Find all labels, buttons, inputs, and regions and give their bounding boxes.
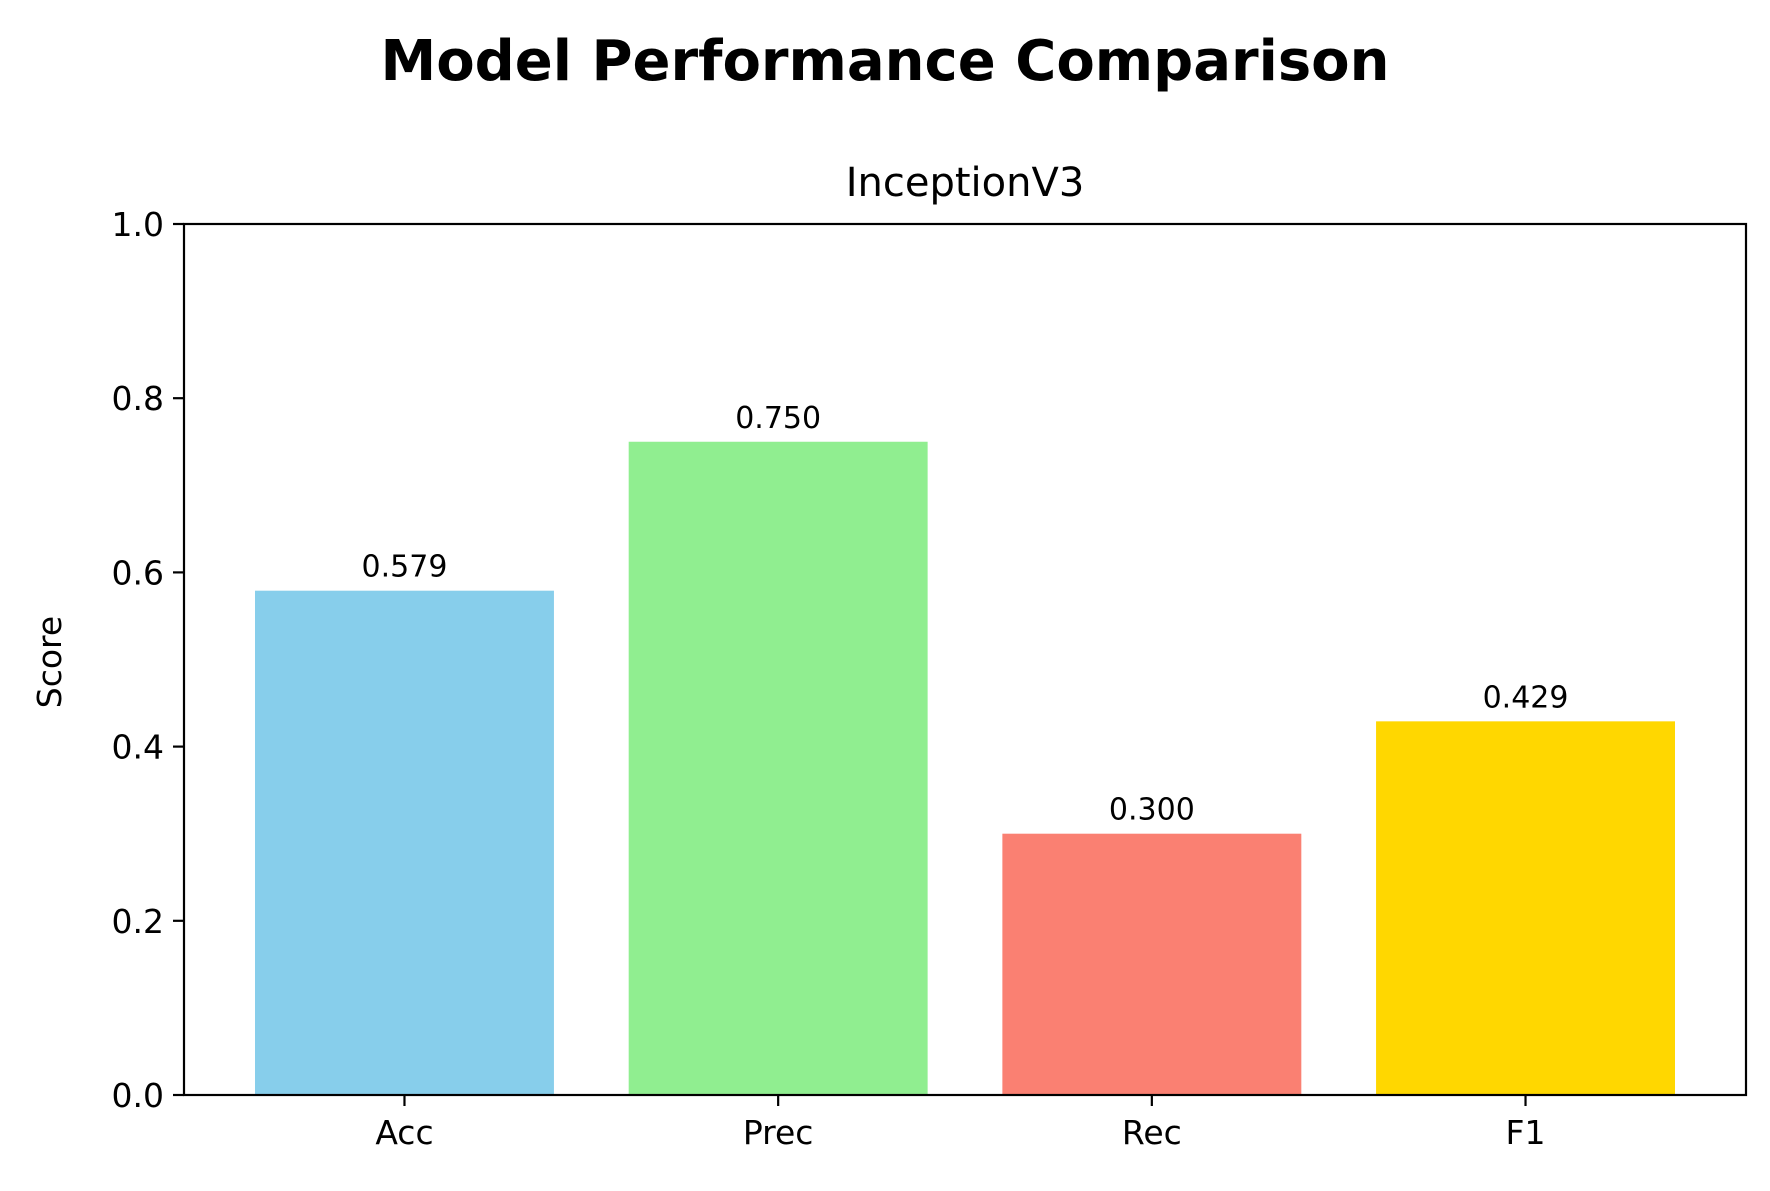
x-tick-label-prec: Prec bbox=[743, 1113, 814, 1152]
bar-f1 bbox=[1376, 721, 1675, 1095]
value-labels-group: 0.579 0.750 0.300 0.429 bbox=[362, 401, 1569, 828]
bar-acc bbox=[255, 590, 554, 1095]
y-axis: 0.0 0.2 0.4 0.6 0.8 1.0 bbox=[112, 205, 184, 1115]
plot-frame bbox=[182, 222, 1748, 1097]
value-label-rec: 0.300 bbox=[1109, 793, 1195, 828]
bar-prec bbox=[628, 441, 928, 1095]
y-tick-label: 0.8 bbox=[112, 379, 164, 418]
y-tick-label: 0.2 bbox=[112, 902, 164, 941]
y-tick-label: 0.6 bbox=[112, 553, 164, 592]
bar-rec bbox=[1002, 833, 1302, 1095]
chart-title: InceptionV3 bbox=[846, 160, 1085, 206]
x-tick-label-f1: F1 bbox=[1506, 1113, 1546, 1152]
x-tick-label-rec: Rec bbox=[1122, 1113, 1182, 1152]
value-label-f1: 0.429 bbox=[1483, 680, 1569, 715]
y-tick-label: 0.4 bbox=[112, 728, 164, 767]
y-tick-label: 1.0 bbox=[112, 205, 164, 244]
figure-title: Model Performance Comparison bbox=[380, 29, 1389, 94]
x-axis: Acc Prec Rec F1 bbox=[375, 1095, 1546, 1152]
value-label-acc: 0.579 bbox=[362, 550, 448, 585]
x-tick-label-acc: Acc bbox=[375, 1113, 433, 1152]
y-tick-label: 0.0 bbox=[112, 1076, 164, 1115]
y-axis-label: Score bbox=[30, 616, 69, 708]
bars-group bbox=[255, 441, 1675, 1095]
value-label-prec: 0.750 bbox=[735, 401, 821, 436]
